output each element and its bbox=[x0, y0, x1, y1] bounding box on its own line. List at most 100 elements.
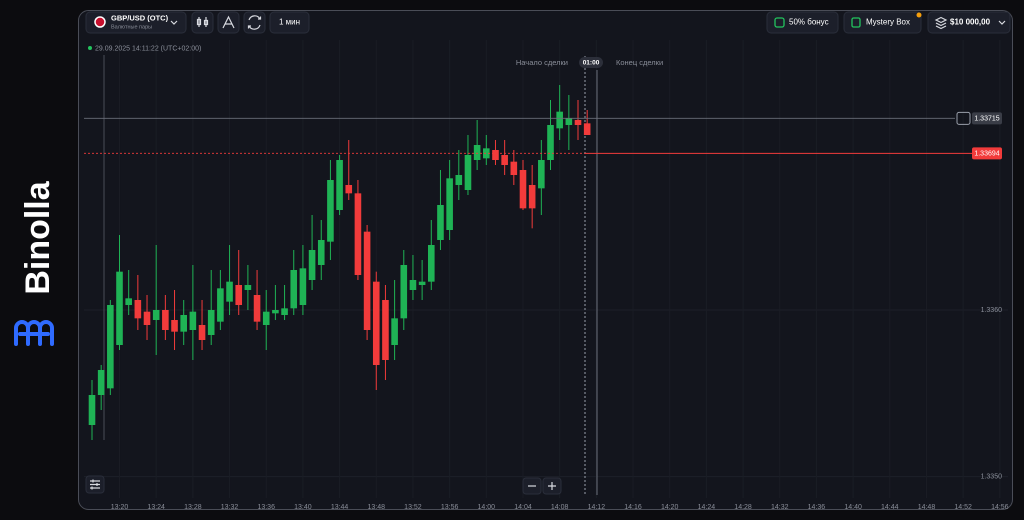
candle-body bbox=[226, 281, 233, 302]
candle-body bbox=[198, 325, 206, 340]
candle-body bbox=[116, 271, 123, 345]
candle-body bbox=[492, 150, 499, 160]
candle-body bbox=[372, 281, 380, 365]
x-tick-label: 13:56 bbox=[441, 504, 459, 511]
trade-start-label: Начало сделки bbox=[516, 58, 568, 67]
candle-body bbox=[134, 300, 142, 319]
x-tick-label: 13:48 bbox=[368, 504, 386, 511]
candle-body bbox=[207, 310, 215, 335]
candle-body bbox=[473, 145, 481, 160]
x-tick-label: 13:24 bbox=[147, 504, 165, 511]
x-tick-label: 14:32 bbox=[771, 504, 789, 511]
grid bbox=[84, 40, 1008, 498]
x-tick-label: 13:44 bbox=[331, 504, 349, 511]
draw-icon bbox=[222, 15, 235, 29]
candle-body bbox=[446, 178, 453, 230]
bonus-button[interactable] bbox=[766, 11, 839, 34]
notification-dot bbox=[916, 12, 922, 18]
bonus-icon bbox=[774, 17, 785, 28]
current-price-box bbox=[972, 147, 1002, 160]
candles-button[interactable] bbox=[191, 11, 214, 34]
asset-name: GBP/USD (OTC) bbox=[111, 13, 169, 22]
x-tick-label: 14:44 bbox=[881, 504, 899, 511]
x-tick-label: 14:20 bbox=[661, 504, 679, 511]
candle-body bbox=[510, 161, 518, 175]
candle-body bbox=[556, 111, 563, 129]
y-tick-label: 1.3350 bbox=[981, 474, 1003, 481]
x-tick-label: 14:48 bbox=[918, 504, 936, 511]
candle-body bbox=[574, 120, 582, 125]
candle-body bbox=[299, 268, 307, 305]
chevron bbox=[998, 20, 1006, 25]
candle-body bbox=[281, 308, 288, 315]
x-tick-label: 14:24 bbox=[698, 504, 716, 511]
timestamp: 29.09.2025 14:11:22 (UTC+02:00) bbox=[95, 45, 201, 52]
candle-body bbox=[244, 285, 252, 290]
candle-body bbox=[143, 311, 151, 325]
brand-logo bbox=[14, 320, 54, 346]
candle-body bbox=[345, 185, 353, 194]
balance-icon bbox=[934, 16, 948, 30]
indicators-icon bbox=[247, 15, 262, 30]
brand-name: Binolla bbox=[19, 180, 57, 294]
asset-selector[interactable]: GBP/USD (OTC) Валютные пары bbox=[85, 11, 187, 34]
x-tick-label: 13:40 bbox=[294, 504, 312, 511]
candle-body bbox=[519, 170, 527, 209]
candle-body bbox=[189, 311, 197, 330]
candle-body bbox=[538, 160, 545, 189]
candle-body bbox=[253, 295, 261, 322]
timeframe: 1 мин bbox=[279, 18, 300, 27]
x-tick-label: 14:28 bbox=[734, 504, 752, 511]
candle-body bbox=[528, 185, 536, 209]
x-tick-label: 13:32 bbox=[221, 504, 239, 511]
settings-icon bbox=[90, 479, 100, 490]
flag-icon bbox=[94, 16, 106, 28]
asset-button[interactable] bbox=[85, 11, 187, 34]
x-tick-label: 14:12 bbox=[588, 504, 606, 511]
candle-body bbox=[455, 175, 463, 185]
x-tick-label: 14:56 bbox=[991, 504, 1009, 511]
candle-body bbox=[483, 148, 490, 159]
crosshair-price-box bbox=[972, 112, 1002, 125]
current-price: 1.33694 bbox=[974, 151, 999, 158]
balance: $10 000,00 bbox=[950, 18, 991, 27]
candle-body bbox=[308, 250, 316, 280]
crosshair-price: 1.33715 bbox=[974, 116, 999, 123]
candle-body bbox=[217, 288, 224, 322]
candle-body bbox=[125, 298, 132, 305]
live-dot bbox=[88, 46, 92, 50]
chevron bbox=[170, 20, 178, 25]
indicators-button[interactable] bbox=[243, 11, 266, 34]
mystery-box-button[interactable] bbox=[843, 11, 922, 34]
candle-body bbox=[235, 285, 243, 305]
candle-body bbox=[354, 193, 362, 275]
x-tick-label: 13:20 bbox=[111, 504, 129, 511]
trade-end-label: Конец сделки bbox=[616, 58, 663, 67]
candle-body bbox=[583, 123, 591, 135]
crosshair-icon-box bbox=[956, 111, 971, 125]
candle-body bbox=[501, 155, 508, 165]
x-tick-label: 14:16 bbox=[624, 504, 642, 511]
candle-body bbox=[547, 125, 554, 160]
x-tick-label: 14:04 bbox=[514, 504, 532, 511]
x-tick-label: 13:28 bbox=[184, 504, 202, 511]
candle-body bbox=[171, 320, 178, 332]
candle-body bbox=[162, 310, 169, 330]
timer: 01:00 bbox=[583, 60, 600, 67]
x-tick-label: 13:36 bbox=[257, 504, 275, 511]
draw-button[interactable] bbox=[217, 11, 240, 34]
price-overlay: 1.3360 1.3350 1.33715 1.33694 bbox=[84, 111, 1003, 481]
candle-body bbox=[262, 311, 270, 325]
balance-button[interactable] bbox=[927, 11, 1011, 34]
candles-icon bbox=[196, 17, 209, 27]
candle-body bbox=[409, 280, 417, 290]
x-tick-label: 13:52 bbox=[404, 504, 422, 511]
mystery-box: Mystery Box bbox=[866, 18, 910, 27]
candle-body bbox=[427, 245, 435, 282]
candle-body bbox=[272, 310, 279, 314]
candles bbox=[88, 85, 591, 440]
x-tick-label: 14:08 bbox=[551, 504, 569, 511]
x-tick-label: 14:36 bbox=[808, 504, 826, 511]
timeframe-button[interactable] bbox=[269, 11, 310, 34]
candle-body bbox=[97, 370, 105, 395]
